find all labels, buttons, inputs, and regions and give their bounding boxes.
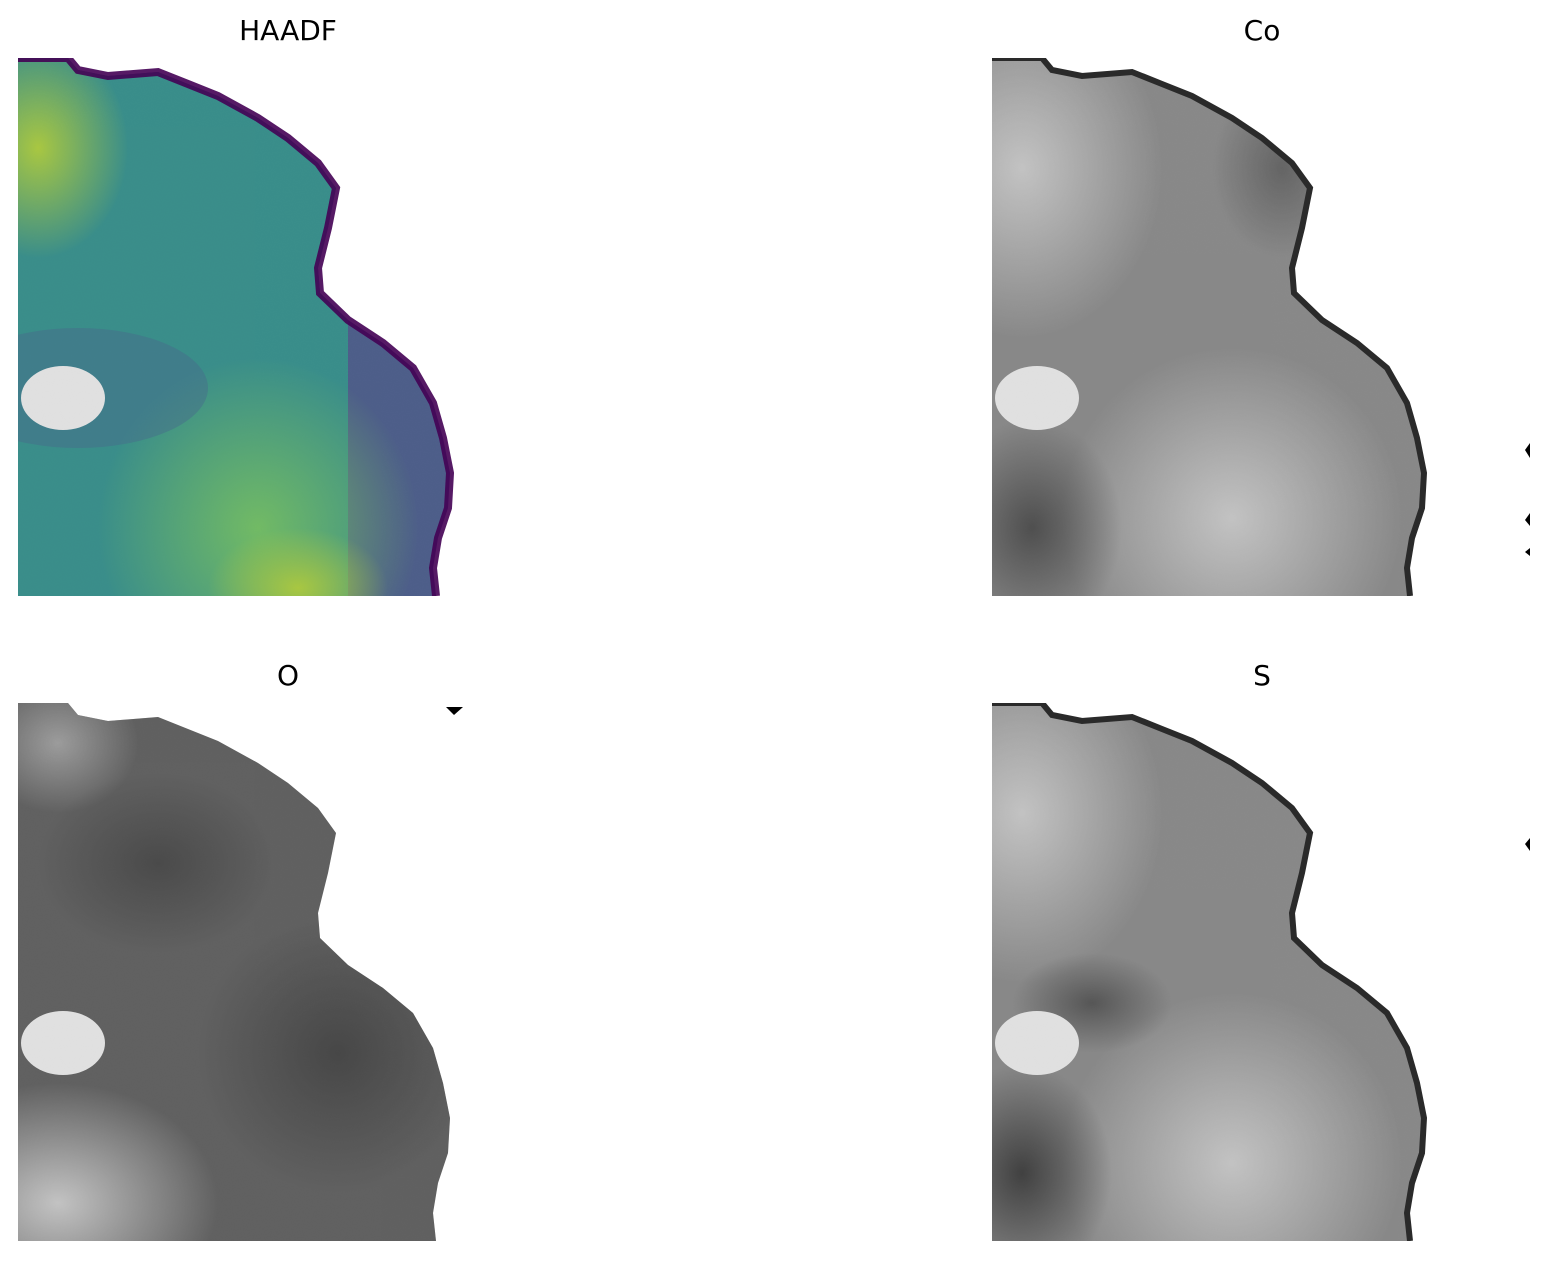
- panel-title-s: S: [1253, 659, 1271, 692]
- panel-title-haadf: HAADF: [239, 14, 337, 47]
- panel-title-o: O: [276, 659, 300, 692]
- haadf-image: [18, 58, 455, 596]
- s-image: [992, 703, 1530, 1241]
- o-image: [18, 703, 463, 1241]
- co-image: [992, 58, 1530, 596]
- co-map: [992, 58, 1532, 596]
- s-map: [992, 703, 1532, 1241]
- haadf-map: [18, 58, 558, 596]
- o-map: [18, 703, 558, 1241]
- panel-title-co: Co: [1243, 14, 1281, 47]
